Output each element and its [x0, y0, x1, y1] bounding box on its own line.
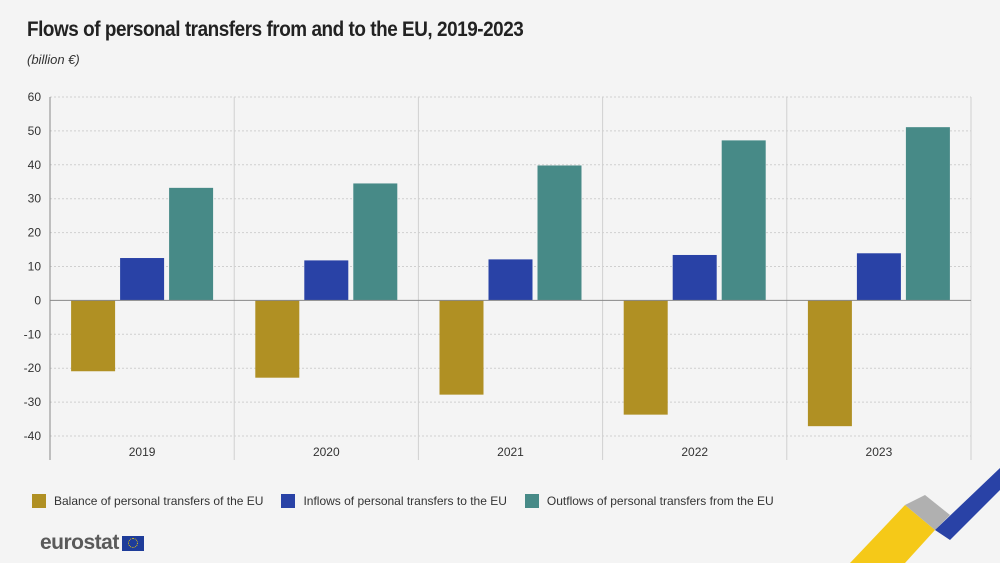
bar — [721, 140, 766, 301]
legend-item-outflows: Outflows of personal transfers from the … — [524, 494, 774, 508]
bar — [488, 259, 533, 301]
legend-label: Balance of personal transfers of the EU — [54, 494, 264, 508]
chart-subtitle: (billion €) — [27, 52, 80, 67]
bar — [255, 300, 300, 378]
legend-item-inflows: Inflows of personal transfers to the EU — [281, 494, 507, 508]
y-tick-label: 50 — [28, 124, 42, 138]
bar — [169, 187, 214, 301]
bar — [905, 127, 950, 301]
x-tick-label: 2022 — [681, 445, 708, 459]
legend: Balance of personal transfers of the EU … — [32, 494, 774, 508]
legend-label: Outflows of personal transfers from the … — [546, 494, 774, 508]
y-tick-label: -30 — [24, 395, 42, 409]
y-tick-label: 60 — [28, 90, 42, 104]
y-tick-label: 10 — [28, 260, 42, 274]
bar — [353, 183, 398, 301]
bar — [439, 300, 484, 395]
y-tick-label: 40 — [28, 158, 42, 172]
legend-swatch — [32, 494, 46, 508]
bar — [623, 300, 668, 415]
x-tick-label: 2023 — [866, 445, 893, 459]
y-tick-label: -20 — [24, 361, 42, 375]
eurostat-logo: eurostat — [40, 531, 144, 555]
chart-title: Flows of personal transfers from and to … — [27, 18, 524, 41]
bar — [120, 258, 165, 301]
y-tick-label: 0 — [34, 293, 41, 307]
eu-flag-icon — [121, 535, 144, 551]
legend-swatch — [524, 494, 539, 508]
bar — [537, 165, 582, 301]
legend-label: Inflows of personal transfers to the EU — [303, 494, 507, 508]
logo-text: eurostat — [40, 531, 119, 554]
bar — [856, 253, 901, 301]
bar — [807, 300, 852, 427]
x-tick-label: 2021 — [497, 445, 524, 459]
bar — [672, 254, 717, 301]
y-tick-label: 20 — [28, 226, 42, 240]
decorative-chevron — [850, 468, 1000, 563]
y-tick-label: 30 — [28, 192, 42, 206]
bar — [304, 260, 349, 301]
legend-swatch — [281, 494, 296, 508]
x-tick-label: 2020 — [313, 445, 340, 459]
bar — [71, 300, 116, 372]
legend-item-balance: Balance of personal transfers of the EU — [32, 494, 263, 508]
y-tick-label: -10 — [24, 327, 42, 341]
x-tick-label: 2019 — [129, 445, 156, 459]
y-tick-label: -40 — [24, 429, 42, 443]
